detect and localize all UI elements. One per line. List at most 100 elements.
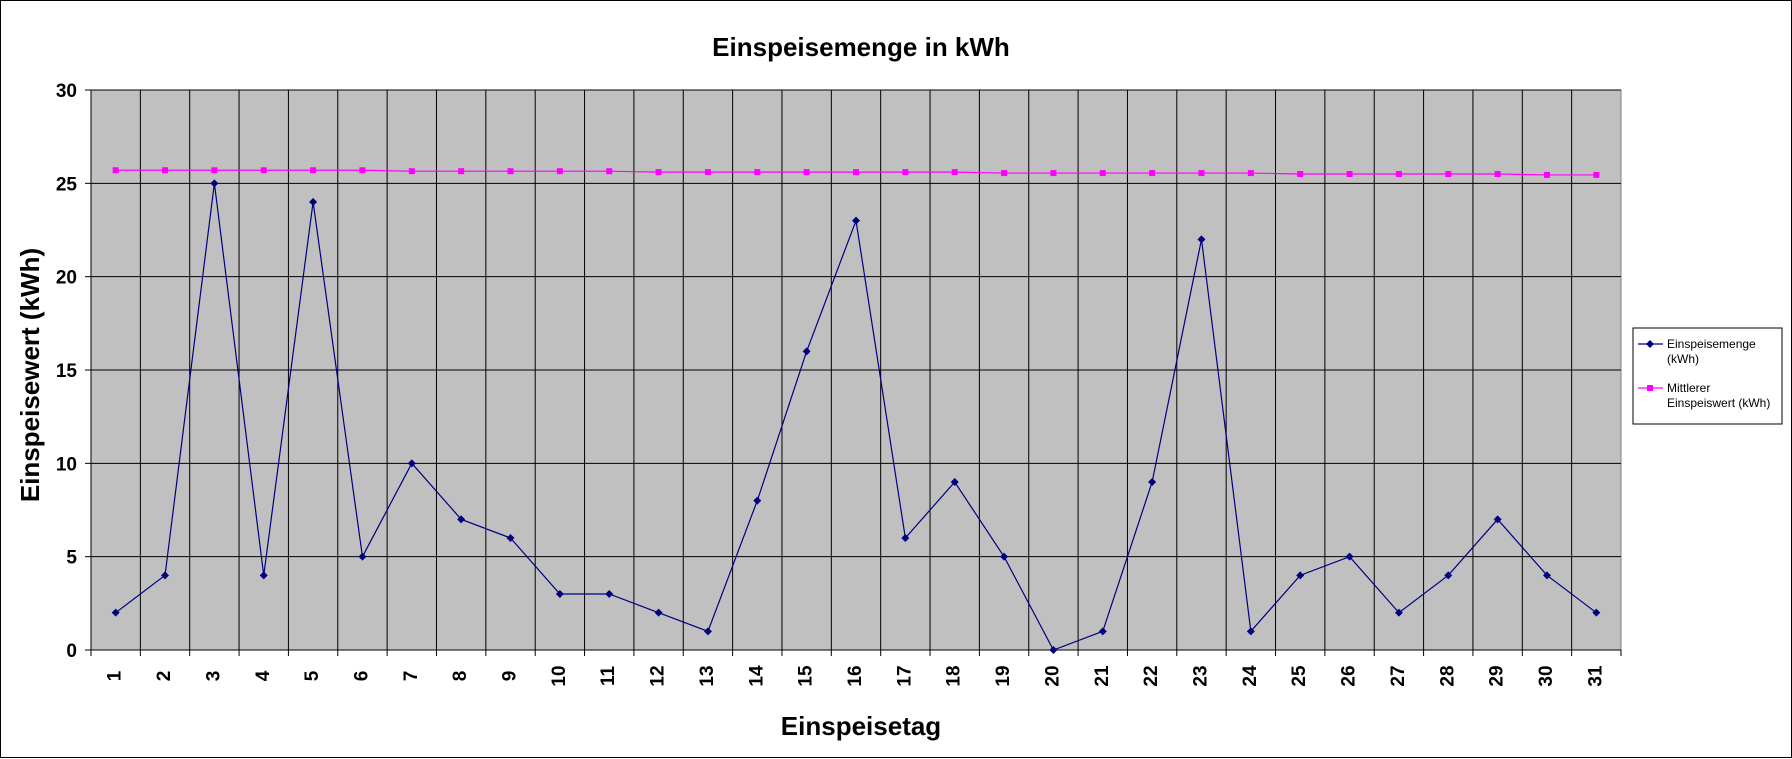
data-point xyxy=(1592,608,1601,617)
data-point xyxy=(704,169,711,176)
y-tick-label: 0 xyxy=(66,641,77,662)
data-point xyxy=(654,608,663,617)
data-point xyxy=(111,608,120,617)
data-point xyxy=(803,169,810,176)
data-point xyxy=(605,590,614,598)
x-tick-label: 12 xyxy=(648,665,669,686)
data-point xyxy=(606,168,613,175)
data-point xyxy=(1246,627,1255,636)
data-point xyxy=(852,216,860,225)
data-point xyxy=(1000,552,1009,561)
data-point xyxy=(950,478,959,486)
x-axis-ticks: 1 2 3 4 5 6 7 8 9 10 11 12 13 14 15 16 17 18 19 20 21 22 23 24 2… xyxy=(90,650,1622,687)
data-point xyxy=(112,167,119,174)
data-point xyxy=(161,571,170,580)
data-point xyxy=(1543,171,1550,178)
legend-marker xyxy=(1646,340,1654,348)
data-point xyxy=(408,168,415,175)
data-point xyxy=(703,627,712,636)
data-point xyxy=(802,347,811,356)
data-point xyxy=(407,459,416,468)
x-tick-label: 15 xyxy=(796,665,817,687)
data-point xyxy=(1394,608,1403,617)
x-tick-label: 20 xyxy=(1042,665,1063,686)
x-tick-label: 14 xyxy=(746,665,767,687)
data-point xyxy=(458,168,465,175)
legend-marker xyxy=(1647,385,1653,391)
legend: Einspeisemenge(kWh) MittlererEinspeiswert… xyxy=(1632,327,1783,425)
y-tick-label: 15 xyxy=(56,361,78,382)
x-tick-label: 30 xyxy=(1536,665,1557,686)
x-tick-label: 19 xyxy=(993,665,1014,686)
data-point xyxy=(210,179,219,188)
data-point xyxy=(1445,171,1452,177)
x-tick-label: 24 xyxy=(1240,665,1261,687)
data-point xyxy=(902,169,909,176)
x-tick-label: 8 xyxy=(450,671,471,682)
y-tick-label: 20 xyxy=(56,268,77,289)
data-point xyxy=(260,167,267,174)
x-tick-label: 26 xyxy=(1339,665,1360,686)
data-point xyxy=(1197,235,1206,244)
data-point xyxy=(358,552,367,561)
data-point xyxy=(1198,170,1205,177)
data-point xyxy=(359,167,366,174)
data-point xyxy=(457,515,466,524)
data-point xyxy=(655,169,662,176)
data-point xyxy=(1099,170,1106,177)
data-point xyxy=(507,168,514,175)
data-point xyxy=(901,534,910,542)
data-point xyxy=(1296,571,1305,580)
y-tick-label: 10 xyxy=(56,454,77,475)
data-point xyxy=(753,496,762,505)
legend-label: Einspeiswert (kWh) xyxy=(1667,396,1770,410)
data-point xyxy=(853,169,859,176)
y-axis-label: Einspeisewert (kWh) xyxy=(15,248,45,502)
y-axis-ticks: 0 5 10 15 20 25 30 xyxy=(56,81,91,662)
data-point xyxy=(1395,171,1402,177)
data-point xyxy=(1049,646,1058,654)
data-point xyxy=(951,169,958,176)
data-point xyxy=(1494,171,1501,177)
legend-label: Mittlerer xyxy=(1667,381,1710,395)
x-tick-label: 22 xyxy=(1141,665,1162,686)
x-tick-label: 28 xyxy=(1437,665,1458,686)
x-axis-label: Einspeisetag xyxy=(781,711,941,741)
data-point xyxy=(1050,170,1057,177)
data-point xyxy=(555,590,564,598)
x-tick-label: 10 xyxy=(549,665,570,686)
x-tick-label: 31 xyxy=(1585,665,1606,687)
x-tick-label: 2 xyxy=(154,671,175,682)
x-tick-label: 11 xyxy=(598,666,619,687)
data-point xyxy=(1001,170,1008,177)
data-point xyxy=(1493,515,1502,524)
x-tick-label: 18 xyxy=(944,665,965,686)
data-point xyxy=(1542,571,1551,580)
x-tick-label: 16 xyxy=(845,665,866,686)
x-tick-label: 21 xyxy=(1092,665,1113,687)
chart-title: Einspeisemenge in kWh xyxy=(712,32,1010,62)
data-point xyxy=(309,198,318,206)
x-tick-label: 5 xyxy=(302,670,323,681)
x-tick-label: 27 xyxy=(1388,665,1409,686)
data-point xyxy=(754,169,761,176)
data-point xyxy=(1444,571,1453,580)
data-point xyxy=(1149,170,1156,177)
legend-label: (kWh) xyxy=(1667,352,1699,366)
x-tick-label: 3 xyxy=(203,671,224,682)
data-point xyxy=(211,167,218,174)
data-point xyxy=(1346,171,1353,177)
y-tick-label: 25 xyxy=(56,174,78,195)
data-point xyxy=(1247,170,1254,177)
x-tick-label: 13 xyxy=(697,665,718,686)
data-point xyxy=(162,167,169,174)
series-2 xyxy=(112,167,1600,178)
plot-area xyxy=(90,89,1622,651)
data-point xyxy=(1297,171,1304,177)
x-tick-label: 1 xyxy=(105,670,126,681)
data-point xyxy=(1098,627,1107,636)
data-point xyxy=(259,571,268,580)
data-point xyxy=(1345,552,1354,561)
